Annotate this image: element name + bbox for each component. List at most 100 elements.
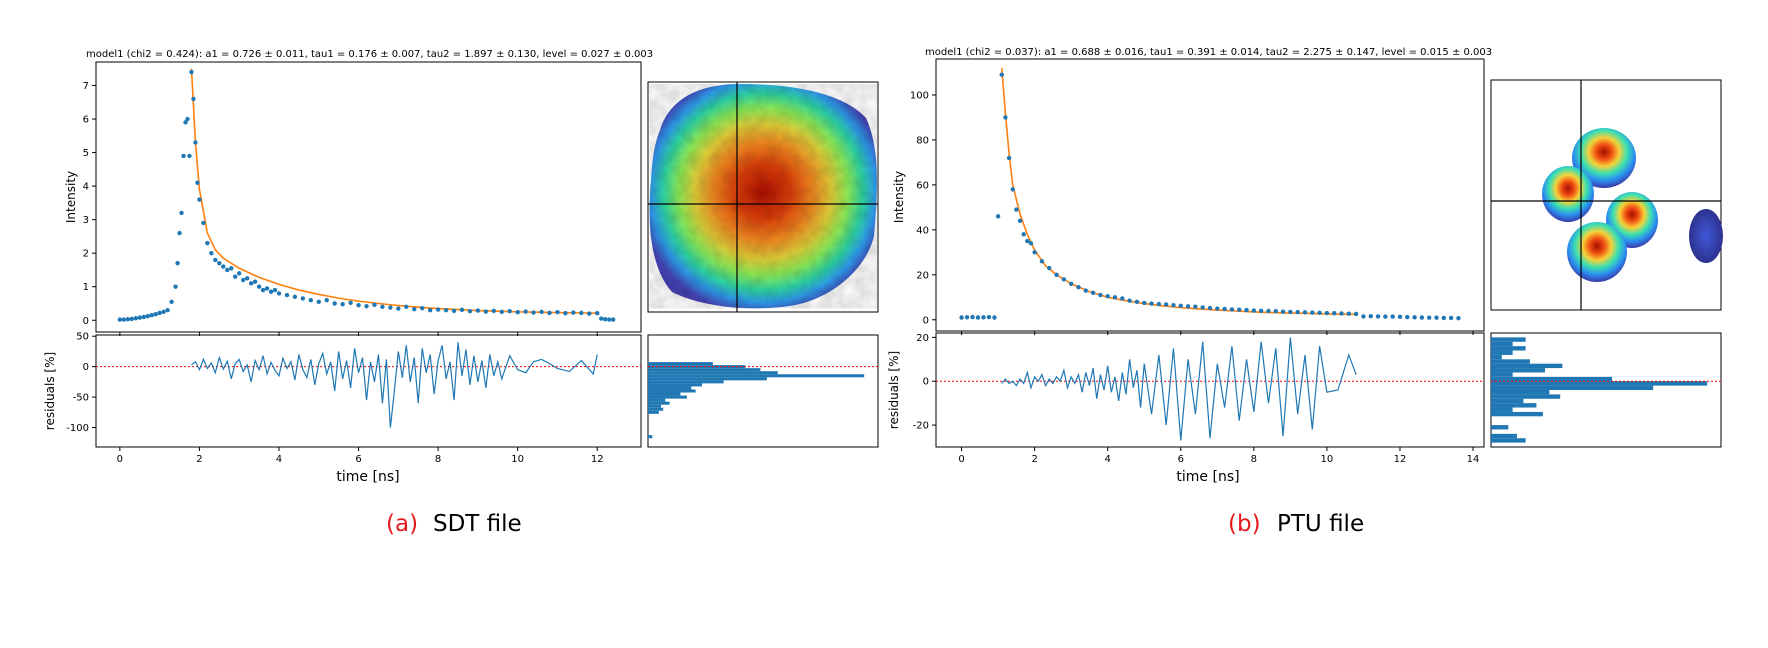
data-point bbox=[191, 96, 196, 102]
data-point bbox=[599, 316, 604, 321]
x-tick-label: 0 bbox=[958, 454, 964, 465]
data-point bbox=[121, 317, 127, 322]
data-point bbox=[229, 266, 234, 271]
panel-b-cell-1 bbox=[1572, 128, 1636, 188]
data-point bbox=[213, 257, 218, 263]
panel-b-residual-xticks: 0 2 4 6 8 10 12 14 bbox=[958, 447, 1479, 465]
hist-bar bbox=[1491, 398, 1524, 404]
data-point bbox=[300, 296, 306, 301]
panel-b-hist-bars bbox=[1491, 337, 1708, 443]
panel-b-xlabel: time [ns] bbox=[1176, 469, 1239, 485]
hist-bar bbox=[1491, 337, 1526, 342]
data-point bbox=[1346, 311, 1352, 316]
data-point bbox=[412, 306, 417, 312]
panel-b-caption-text: PTU file bbox=[1277, 511, 1364, 537]
data-point bbox=[272, 287, 278, 293]
data-point bbox=[499, 309, 504, 315]
data-point bbox=[364, 303, 369, 309]
hist-bar bbox=[1491, 385, 1654, 390]
data-point bbox=[1047, 265, 1052, 271]
data-point bbox=[420, 305, 425, 311]
y-tick-label: 20 bbox=[916, 270, 929, 281]
panel-b-cell-4 bbox=[1567, 222, 1627, 282]
data-point bbox=[292, 294, 298, 299]
data-point bbox=[435, 307, 441, 312]
panel-b-cell-2 bbox=[1542, 166, 1594, 222]
data-point bbox=[1083, 288, 1088, 293]
data-point bbox=[1120, 296, 1125, 301]
panel-a-image-texture bbox=[649, 84, 877, 309]
data-point bbox=[491, 308, 497, 314]
y-tick-label: 0 bbox=[83, 316, 89, 327]
data-point bbox=[133, 316, 138, 321]
data-point bbox=[372, 302, 377, 308]
data-point bbox=[1185, 304, 1191, 309]
data-point bbox=[579, 310, 584, 316]
data-point bbox=[443, 307, 449, 313]
y-tick-label: 6 bbox=[83, 115, 89, 126]
panel-a-residual-yticks: 50 0 -50 -100 bbox=[66, 332, 96, 434]
data-point bbox=[1207, 305, 1213, 311]
data-point bbox=[1006, 155, 1012, 161]
data-point bbox=[356, 302, 361, 308]
hist-bar bbox=[648, 407, 664, 411]
panel-a-decay-frame bbox=[95, 61, 642, 333]
panel-a-residual-line bbox=[191, 342, 598, 428]
data-point bbox=[1295, 309, 1300, 315]
x-tick-label: 8 bbox=[1251, 454, 1257, 465]
x-tick-label: 2 bbox=[1031, 454, 1037, 465]
hist-bar bbox=[648, 380, 724, 384]
data-point bbox=[1105, 293, 1110, 299]
data-point bbox=[1383, 314, 1388, 319]
hist-bar bbox=[1491, 350, 1513, 355]
data-point bbox=[145, 314, 150, 319]
data-point bbox=[1076, 284, 1081, 290]
y-tick-label: -100 bbox=[66, 423, 89, 434]
y-tick-label: 0 bbox=[923, 315, 929, 326]
x-tick-label: 4 bbox=[276, 454, 282, 465]
data-point bbox=[316, 299, 321, 305]
hist-bar bbox=[648, 395, 687, 399]
panel-a-residual-plot: 0 2 4 6 8 10 12 50 0 -50 -100 residuals [%] time … bbox=[43, 332, 642, 485]
data-point bbox=[1237, 307, 1242, 312]
data-point bbox=[264, 286, 270, 291]
hist-bar bbox=[648, 404, 661, 408]
y-tick-label: 4 bbox=[83, 182, 89, 193]
data-point bbox=[1302, 310, 1308, 315]
data-point bbox=[1090, 290, 1096, 295]
data-point bbox=[252, 279, 258, 284]
data-point bbox=[959, 315, 964, 320]
y-tick-label: 2 bbox=[83, 249, 89, 260]
data-point bbox=[125, 317, 131, 322]
data-point bbox=[268, 289, 274, 294]
data-point bbox=[1310, 310, 1315, 315]
hist-bar bbox=[648, 398, 666, 402]
data-point bbox=[427, 307, 433, 313]
hist-bar bbox=[1491, 411, 1543, 417]
panel-b-residual-frame bbox=[935, 332, 1485, 448]
data-point bbox=[1171, 302, 1176, 308]
hist-bar bbox=[648, 362, 713, 366]
data-point bbox=[1456, 315, 1461, 321]
data-point bbox=[129, 316, 135, 322]
x-tick-label: 10 bbox=[1321, 454, 1334, 465]
panel-b-decay-plot: 0 20 40 60 80 100 Intensity bbox=[892, 58, 1485, 335]
y-tick-label: 50 bbox=[76, 332, 89, 343]
panel-a-title: model1 (chi2 = 0.424): a1 = 0.726 ± 0.01… bbox=[86, 49, 653, 60]
panel-a-fit-curve bbox=[190, 68, 598, 315]
hist-bar bbox=[648, 368, 761, 372]
data-point bbox=[1193, 304, 1198, 309]
panel-a-xlabel: time [ns] bbox=[336, 469, 399, 485]
x-tick-label: 8 bbox=[435, 454, 441, 465]
data-point bbox=[1021, 232, 1026, 237]
data-point bbox=[177, 230, 182, 236]
hist-bar bbox=[1491, 394, 1561, 399]
data-point bbox=[284, 292, 290, 298]
data-point bbox=[563, 311, 568, 316]
data-point bbox=[1003, 115, 1008, 120]
data-point bbox=[1222, 306, 1227, 312]
data-point bbox=[1368, 313, 1373, 319]
x-tick-label: 12 bbox=[1394, 454, 1407, 465]
hist-bar bbox=[648, 371, 778, 375]
panel-b-flim-image bbox=[1490, 79, 1723, 311]
